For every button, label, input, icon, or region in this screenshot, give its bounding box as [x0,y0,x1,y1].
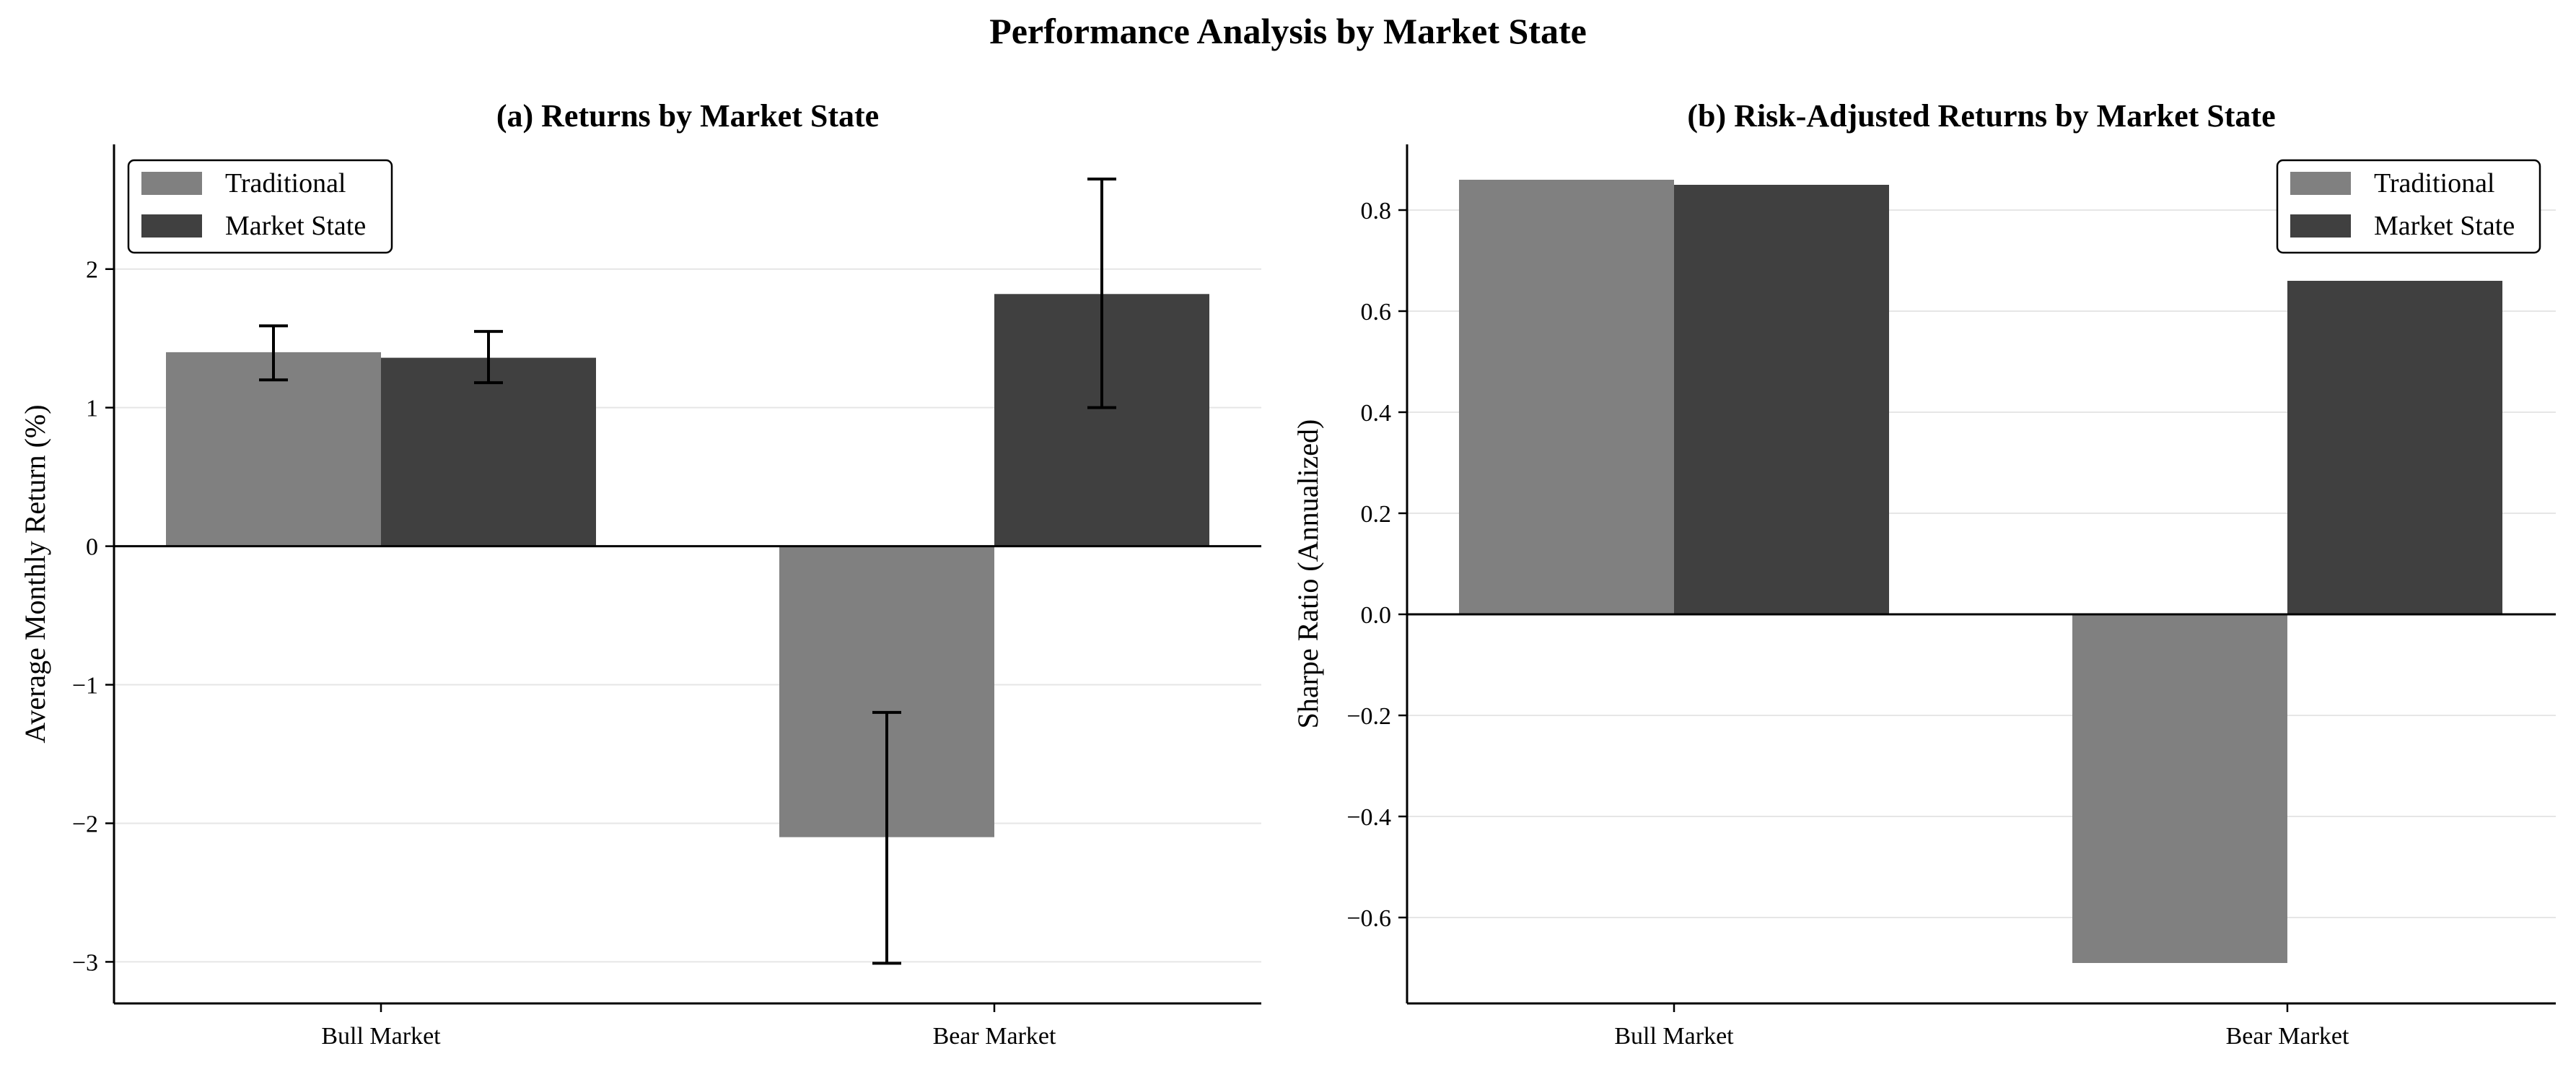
x-tick-label: Bear Market [2226,1023,2349,1050]
y-axis-title: Sharpe Ratio (Annualized) [1292,419,1324,729]
legend-label: Traditional [225,168,346,199]
y-tick-label: −1 [72,673,98,700]
y-tick-label: −2 [72,811,98,837]
y-tick-label: 0.4 [1361,400,1392,427]
y-tick-label: −3 [72,949,98,976]
x-tick-label: Bear Market [933,1023,1056,1050]
y-tick-label: 0 [86,534,98,561]
legend-label: Market State [2374,211,2515,241]
y-tick-label: 0.0 [1361,602,1392,629]
y-axis-title: Average Monthly Return (%) [19,404,51,743]
bar-market-state [2287,281,2502,614]
y-tick-label: 2 [86,257,98,284]
legend-swatch [2290,214,2351,238]
x-tick-label: Bull Market [321,1023,441,1050]
legend-swatch [141,172,202,195]
bar-traditional [1459,180,1674,614]
panel-title: (a) Returns by Market State [496,98,879,134]
y-tick-label: −0.6 [1346,905,1391,932]
figure-title: Performance Analysis by Market State [989,11,1587,51]
bar-market-state [1674,185,1889,614]
y-tick-label: −0.2 [1346,703,1391,730]
y-tick-label: −0.4 [1346,804,1391,831]
legend-swatch [2290,172,2351,195]
y-tick-label: 1 [86,396,98,422]
legend-label: Market State [225,211,366,241]
bar-traditional [2072,614,2287,963]
y-tick-label: 0.6 [1361,299,1392,326]
panel-returns: 2 1 0 −1 −2 −3 Bull Market Bear Market (a) Retur… [19,98,1261,1050]
legend-label: Traditional [2374,168,2495,199]
y-tick-label: 0.2 [1361,501,1392,528]
legend-swatch [141,214,202,238]
bar-traditional [166,352,381,546]
x-tick-label: Bull Market [1614,1023,1734,1050]
panel-title: (b) Risk-Adjusted Returns by Market Stat… [1687,98,2275,134]
y-tick-label: 0.8 [1361,198,1392,225]
bar-market-state [381,357,596,546]
panel-sharpe: 0.8 0.6 0.4 0.2 0.0 −0.2 −0.4 −0.6 Bull Market Be… [1292,98,2556,1050]
